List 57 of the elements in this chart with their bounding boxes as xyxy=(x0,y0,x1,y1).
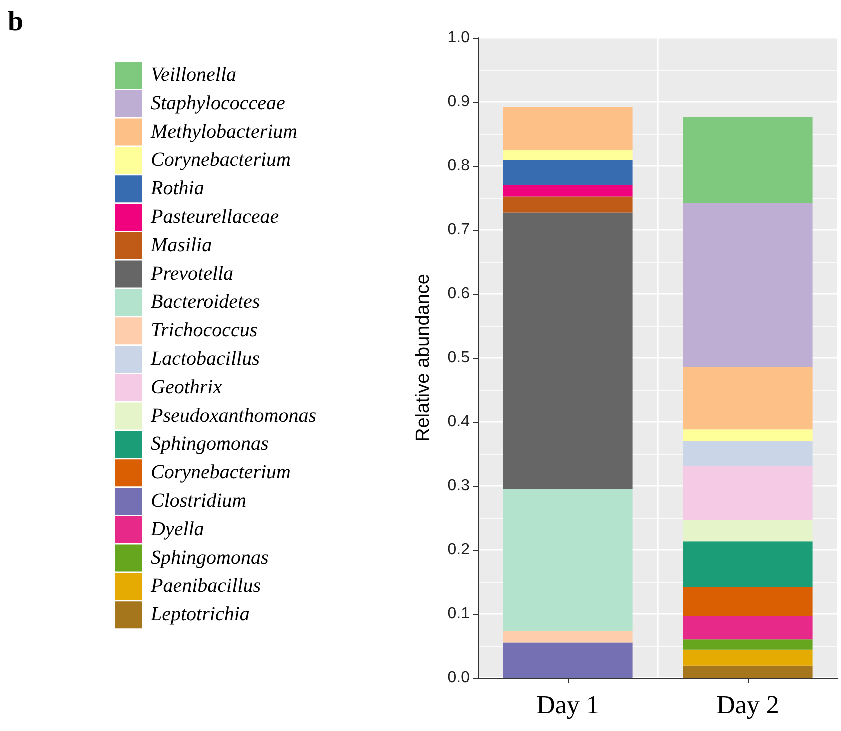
legend-label: Pseudoxanthomonas xyxy=(150,404,317,427)
bar xyxy=(503,631,633,643)
bar xyxy=(503,150,633,160)
bar xyxy=(683,441,813,466)
legend-label: Rothia xyxy=(150,178,204,200)
legend-label: Corynebacterium xyxy=(151,149,291,172)
bar xyxy=(683,616,813,640)
bar xyxy=(683,520,813,542)
bar xyxy=(503,107,633,150)
y-tick-label: 0.0 xyxy=(448,670,470,686)
x-tick-label: Day 2 xyxy=(716,690,780,720)
bar xyxy=(683,117,813,204)
legend-label: Corynebacterium xyxy=(151,462,291,484)
y-tick-label: 1.0 xyxy=(448,30,470,46)
y-tick-label: 0.5 xyxy=(448,350,470,366)
legend-label: Pasteurellaceae xyxy=(150,206,280,228)
bar xyxy=(503,196,633,213)
legend-label: Methylobacterium xyxy=(150,120,298,143)
bar xyxy=(503,642,633,678)
legend-label: Sphingomonas xyxy=(151,546,269,569)
y-tick-label: 0.3 xyxy=(448,478,470,494)
y-axis-title: Relative abundance xyxy=(413,274,434,442)
bar xyxy=(503,489,633,632)
legend-label: Dyella xyxy=(150,518,204,540)
bar xyxy=(683,666,813,678)
text: b xyxy=(8,6,24,38)
y-tick-label: 0.8 xyxy=(448,158,470,174)
y-tick-label: 0.7 xyxy=(448,222,470,238)
bar xyxy=(683,203,813,367)
bar xyxy=(683,366,813,430)
bar xyxy=(503,160,633,186)
bar xyxy=(683,466,813,521)
legend-label: Staphylococceae xyxy=(151,92,286,114)
legend-label: Leptotrichia xyxy=(150,604,250,626)
legend-label: Bacteroidetes xyxy=(151,291,260,314)
x-tick-label: Day 1 xyxy=(536,690,600,720)
legend-label: Veillonella xyxy=(151,64,237,86)
bar xyxy=(683,650,813,666)
y-tick-label: 0.2 xyxy=(448,542,470,558)
bar xyxy=(503,212,633,490)
bar xyxy=(683,542,813,588)
y-tick-label: 0.4 xyxy=(448,414,470,430)
y-tick-label: 0.6 xyxy=(448,286,470,302)
legend-label: Paenibacillus xyxy=(150,575,262,598)
legend-label: Trichococcus xyxy=(151,320,258,342)
legend-label: Geothrix xyxy=(151,376,222,398)
legend-label: Lactobacillus xyxy=(150,348,260,370)
bar xyxy=(503,185,633,197)
legend-label: Clostridium xyxy=(151,490,247,512)
y-tick-label: 0.1 xyxy=(448,606,470,622)
legend-label: Sphingomonas xyxy=(151,433,269,456)
bar xyxy=(683,587,813,617)
bar xyxy=(683,640,813,650)
bar xyxy=(683,430,813,442)
legend-label: Masilia xyxy=(150,234,212,256)
legend-label: Prevotella xyxy=(150,262,234,285)
y-tick-label: 0.9 xyxy=(448,94,470,110)
